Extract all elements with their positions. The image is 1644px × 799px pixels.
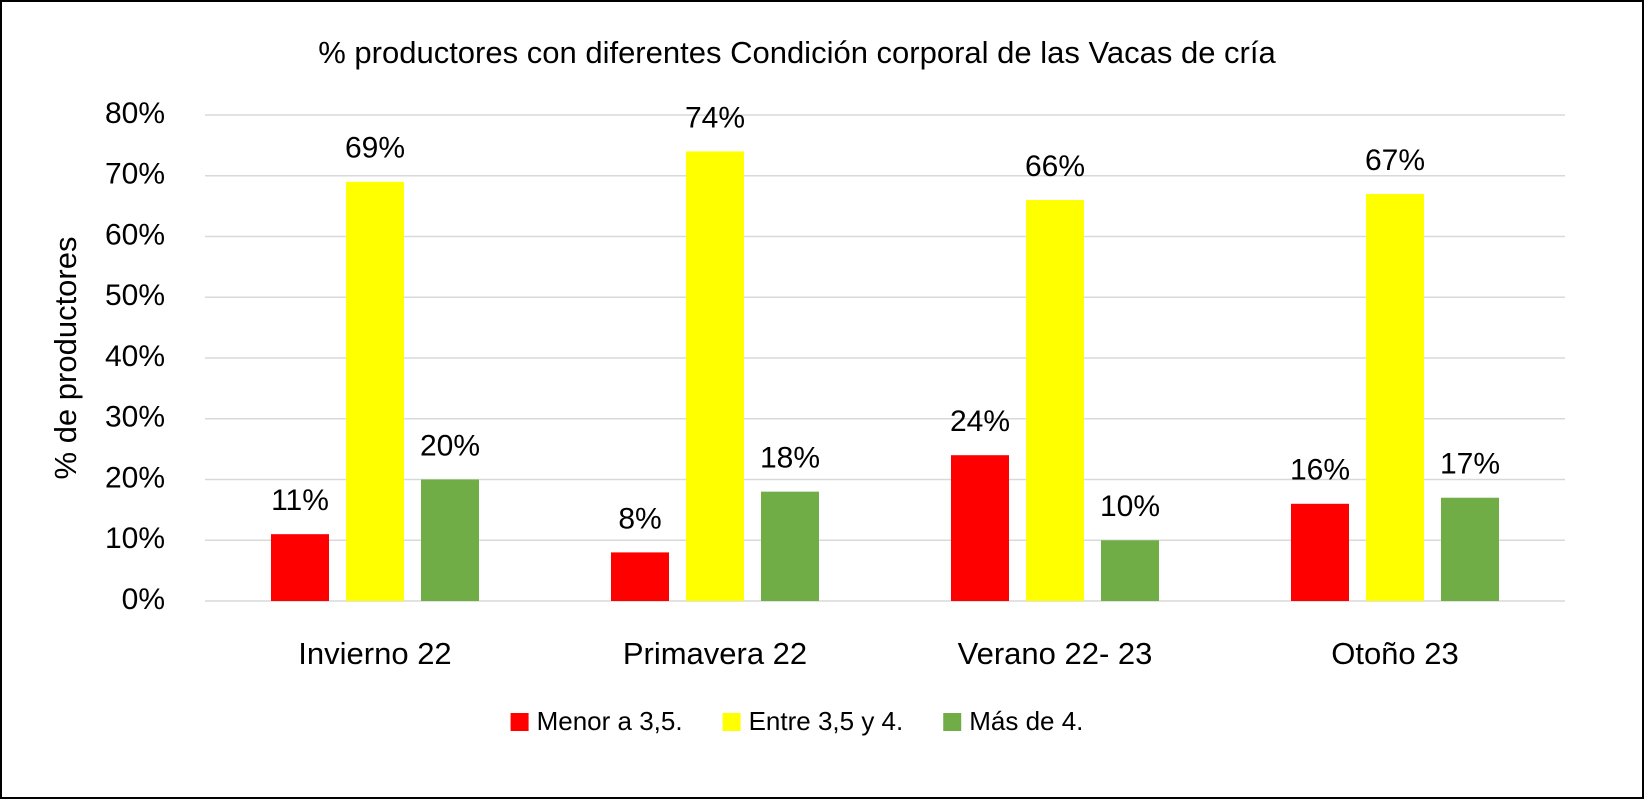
chart-title: % productores con diferentes Condición c… — [318, 35, 1276, 70]
legend-swatch — [722, 713, 741, 731]
data-label: 74% — [685, 101, 745, 134]
y-tick-label: 30% — [105, 401, 165, 434]
y-tick-label: 50% — [105, 279, 165, 312]
bar — [421, 479, 479, 601]
bar — [1441, 497, 1499, 601]
data-label: 67% — [1365, 144, 1425, 177]
y-tick-label: 0% — [122, 583, 165, 616]
x-tick-label: Primavera 22 — [623, 636, 807, 671]
y-tick-label: 60% — [105, 218, 165, 251]
legend-label: Entre 3,5 y 4. — [749, 706, 904, 736]
legend-swatch — [943, 713, 962, 731]
bar — [611, 552, 669, 601]
y-tick-label: 20% — [105, 461, 165, 494]
y-tick-label: 40% — [105, 340, 165, 373]
x-tick-label: Verano 22- 23 — [958, 636, 1153, 671]
y-tick-label: 70% — [105, 158, 165, 191]
x-tick-label: Otoño 23 — [1331, 636, 1459, 671]
data-label: 8% — [618, 502, 661, 535]
bar — [1026, 200, 1084, 602]
data-label: 69% — [345, 132, 405, 165]
bar — [271, 534, 329, 601]
legend-swatch — [510, 713, 529, 731]
bar — [346, 181, 404, 601]
bar — [951, 455, 1009, 601]
y-tick-label: 10% — [105, 522, 165, 555]
data-label: 17% — [1440, 448, 1500, 481]
data-label: 24% — [950, 405, 1010, 438]
data-label: 18% — [760, 442, 820, 475]
data-label: 11% — [271, 484, 329, 517]
bar — [1101, 540, 1159, 601]
y-axis-label: % de productores — [48, 237, 83, 480]
data-label: 20% — [420, 429, 480, 462]
bar — [686, 151, 744, 601]
x-tick-label: Invierno 22 — [298, 636, 451, 671]
data-label: 16% — [1290, 454, 1350, 487]
data-label: 10% — [1100, 490, 1160, 523]
bar — [761, 491, 819, 601]
y-tick-label: 80% — [105, 97, 165, 130]
legend-label: Menor a 3,5. — [537, 706, 683, 736]
legend-label: Más de 4. — [969, 706, 1083, 736]
data-label: 66% — [1025, 150, 1085, 183]
bar — [1291, 503, 1349, 601]
bar — [1366, 193, 1424, 601]
